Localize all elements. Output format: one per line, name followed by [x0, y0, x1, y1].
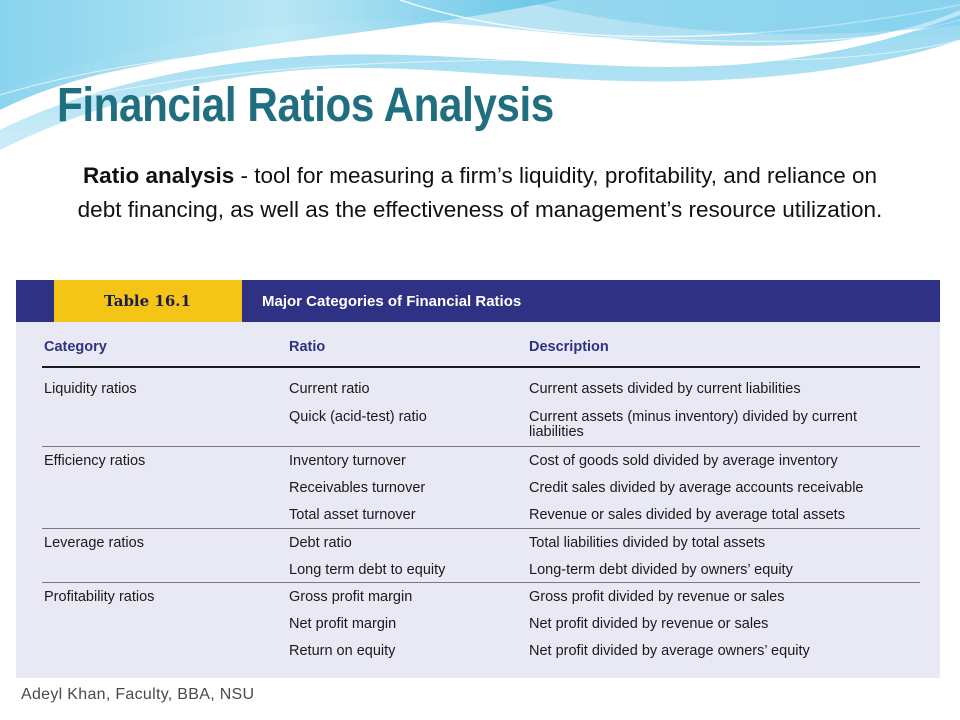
ratio-name: Total asset turnover [289, 507, 416, 523]
ratio-name: Quick (acid-test) ratio [289, 409, 427, 425]
ratio-description: Current assets (minus inventory) divided… [529, 409, 857, 440]
header-wave-decoration [0, 0, 960, 150]
ratio-name: Current ratio [289, 381, 370, 397]
category-label: Profitability ratios [44, 589, 155, 605]
ratio-description: Credit sales divided by average accounts… [529, 480, 864, 496]
category-label: Efficiency ratios [44, 453, 146, 469]
ratio-description: Cost of goods sold divided by average in… [529, 453, 838, 469]
ratio-name: Net profit margin [289, 616, 397, 632]
definition-body: - tool for measuring a firm’s liquidity,… [77, 163, 883, 222]
ratios-table: Table 16.1 Major Categories of Financial… [16, 280, 940, 678]
column-header-description: Description [529, 339, 609, 355]
ratio-description: Revenue or sales divided by average tota… [529, 507, 845, 523]
slide-title: Financial Ratios Analysis [57, 79, 554, 132]
ratio-description: Gross profit divided by revenue or sales [529, 589, 785, 605]
definition-term: Ratio analysis [82, 163, 235, 188]
table-number: Table 16.1 [54, 280, 242, 322]
ratio-name: Debt ratio [289, 535, 352, 551]
definition-text: Ratio analysis - tool for measuring a fi… [60, 159, 900, 227]
table-caption: Major Categories of Financial Ratios [262, 292, 522, 310]
ratio-description: Current assets divided by current liabil… [529, 381, 801, 397]
category-label: Liquidity ratios [44, 381, 137, 397]
group-divider [42, 582, 920, 583]
header-rule [42, 366, 920, 368]
ratio-name: Return on equity [289, 643, 396, 659]
ratio-description: Net profit divided by average owners’ eq… [529, 643, 810, 659]
ratio-description: Net profit divided by revenue or sales [529, 616, 769, 632]
group-divider [42, 446, 920, 447]
ratio-description: Long-term debt divided by owners’ equity [529, 562, 793, 578]
ratio-description: Total liabilities divided by total asset… [529, 535, 766, 551]
group-divider [42, 528, 920, 529]
footer-credit: Adeyl Khan, Faculty, BBA, NSU [21, 686, 255, 703]
ratio-name: Inventory turnover [289, 453, 406, 469]
ratio-name: Long term debt to equity [289, 562, 446, 578]
ratio-name: Gross profit margin [289, 589, 413, 605]
column-header-category: Category [44, 339, 107, 355]
category-label: Leverage ratios [44, 535, 144, 551]
ratio-name: Receivables turnover [289, 480, 426, 496]
column-header-ratio: Ratio [289, 339, 326, 355]
